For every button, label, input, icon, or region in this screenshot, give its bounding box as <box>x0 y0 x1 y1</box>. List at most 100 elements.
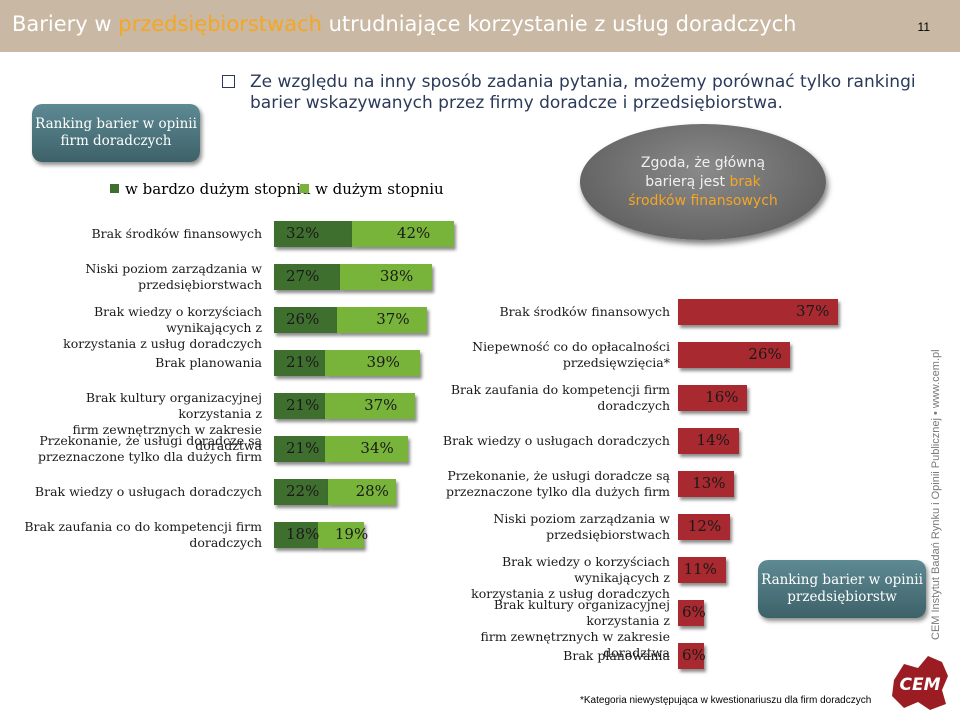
bar-large <box>325 436 408 462</box>
bar-very-large <box>274 307 338 333</box>
bar-very-large <box>274 350 326 376</box>
agreement-callout: Zgoda, że główną barierą jest brak środk… <box>580 124 826 240</box>
bar-very-large <box>274 221 352 247</box>
legend-label-very-large: w bardzo dużym stopniu <box>125 180 311 198</box>
right-category-label-line: przedsiębiorstwach <box>546 527 670 542</box>
left-category-label-line: Brak zaufania co do kompetencji firm <box>24 519 262 534</box>
left-category-label-line: Brak wiedzy o usługach doradczych <box>34 484 262 499</box>
value-label-large: 37% <box>376 310 410 328</box>
bar-large <box>327 479 396 505</box>
bar-large <box>317 522 364 548</box>
value-label-large: 37% <box>364 396 398 414</box>
bar-enterprise <box>678 428 739 454</box>
bar-enterprise <box>678 557 726 583</box>
right-category-label-line: firm zewnętrznych w zakresie doradztwa <box>480 629 670 660</box>
right-category-label-line: przeznaczone tylko dla dużych firm <box>445 484 670 499</box>
right-category-label: Brak kultury organizacyjnej korzystania … <box>420 597 670 661</box>
value-label-enterprise: 6% <box>682 646 706 664</box>
left-category-label-line: Brak środków finansowych <box>91 226 263 241</box>
callout-line-2: barierą jest brak <box>645 173 761 190</box>
checkbox-bullet-icon <box>222 75 235 88</box>
right-category-label-line: Brak kultury organizacyjnej korzystania … <box>493 597 670 628</box>
right-category-label-line: Brak planowania <box>563 648 670 663</box>
value-label-very-large: 21% <box>286 439 320 457</box>
bar-enterprise <box>678 600 704 626</box>
value-label-very-large: 26% <box>286 310 320 328</box>
right-category-label: Niepewność co do opłacalności przedsięwzi… <box>420 339 670 371</box>
bar-large <box>325 393 416 419</box>
legend-large: w dużym stopniu <box>300 180 444 198</box>
right-category-label-line: korzystania z usług doradczych <box>471 586 670 601</box>
bar-very-large <box>274 436 326 462</box>
value-label-enterprise: 26% <box>748 345 782 363</box>
left-category-label-line: Przekonanie, że usługi doradcze są <box>39 433 262 448</box>
right-category-label: Brak planowania <box>420 648 670 664</box>
right-category-label-line: przedsięwzięcia* <box>562 355 670 370</box>
bar-very-large <box>274 522 318 548</box>
left-category-label: Przekonanie, że usługi doradcze są przezn… <box>22 433 262 465</box>
right-category-label-line: Niepewność co do opłacalności <box>472 339 670 354</box>
page-number: 11 <box>917 20 930 34</box>
bar-very-large <box>274 479 328 505</box>
left-category-label-line: przedsiębiorstwach <box>138 277 262 292</box>
value-label-very-large: 27% <box>286 267 320 285</box>
legend-swatch-large <box>300 184 309 193</box>
right-category-label-line: Brak wiedzy o korzyściach wynikających z <box>501 554 670 585</box>
left-category-label-line: Brak planowania <box>155 355 262 370</box>
value-label-enterprise: 13% <box>692 474 726 492</box>
right-ranking-badge: Ranking barier w opinii przedsiębiorstw <box>758 560 926 618</box>
value-label-enterprise: 6% <box>682 603 706 621</box>
intro-text: Ze względu na inny sposób zadania pytani… <box>250 72 916 113</box>
bar-enterprise <box>678 299 838 325</box>
left-category-label-line: doradczych <box>189 535 262 550</box>
right-category-label: Brak wiedzy o usługach doradczych <box>420 433 670 449</box>
value-label-very-large: 18% <box>286 525 320 543</box>
left-category-label-line: Niski poziom zarządzania w <box>85 261 262 276</box>
legend-very-large: w bardzo dużym stopniu <box>110 180 311 198</box>
bar-very-large <box>274 393 326 419</box>
left-category-label-line: Brak wiedzy o korzyściach wynikających z <box>93 304 262 335</box>
bar-enterprise <box>678 385 748 411</box>
left-category-label-line: firm zewnętrznych w zakresie doradztwa <box>72 422 262 453</box>
value-label-enterprise: 14% <box>696 431 730 449</box>
right-category-label: Brak zaufania do kompetencji firm doradcz… <box>420 382 670 414</box>
value-label-enterprise: 11% <box>683 560 717 578</box>
value-label-large: 19% <box>334 525 369 543</box>
bar-large <box>339 264 433 290</box>
left-ranking-badge: Ranking barier w opinii firm doradczych <box>32 104 200 162</box>
bar-enterprise <box>678 471 735 497</box>
legend-label-large: w dużym stopniu <box>315 180 444 198</box>
bar-very-large <box>274 264 340 290</box>
right-category-label: Brak wiedzy o korzyściach wynikających z… <box>420 554 670 602</box>
callout-line-3: środków finansowych <box>628 192 778 209</box>
legend-swatch-very-large <box>110 184 119 193</box>
left-category-label: Brak wiedzy o korzyściach wynikających z… <box>22 304 262 352</box>
left-category-label-line: przeznaczone tylko dla dużych firm <box>37 449 262 464</box>
right-category-label: Przekonanie, że usługi doradcze są przezn… <box>420 468 670 500</box>
value-label-enterprise: 12% <box>687 517 722 535</box>
right-category-label-line: doradczych <box>597 398 670 413</box>
left-category-label: Brak kultury organizacyjnej korzystania … <box>22 390 262 454</box>
right-category-label-line: Brak wiedzy o usługach doradczych <box>442 433 670 448</box>
right-category-label-line: Brak środków finansowych <box>499 304 671 319</box>
bar-enterprise <box>678 342 791 368</box>
bar-large <box>325 350 420 376</box>
value-label-large: 42% <box>396 224 431 242</box>
right-category-label-line: Brak zaufania do kompetencji firm <box>450 382 670 397</box>
cem-logo: CEM <box>884 650 956 718</box>
value-label-large: 28% <box>355 482 389 500</box>
left-category-label-line: korzystania z usług doradczych <box>63 336 262 351</box>
bar-enterprise <box>678 514 730 540</box>
value-label-very-large: 32% <box>286 224 320 242</box>
bar-large <box>351 221 454 247</box>
value-label-enterprise: 37% <box>796 302 830 320</box>
left-category-label: Brak planowania <box>22 355 262 371</box>
left-category-label: Niski poziom zarządzania w przedsiębiorst… <box>22 261 262 293</box>
callout-line-1: Zgoda, że główną <box>640 154 766 171</box>
left-category-label: Brak wiedzy o usługach doradczych <box>22 484 262 500</box>
right-category-label-line: Niski poziom zarządzania w <box>493 511 670 526</box>
bar-large <box>337 307 428 333</box>
value-label-large: 38% <box>379 267 414 285</box>
value-label-enterprise: 16% <box>705 388 739 406</box>
value-label-very-large: 21% <box>286 353 320 371</box>
